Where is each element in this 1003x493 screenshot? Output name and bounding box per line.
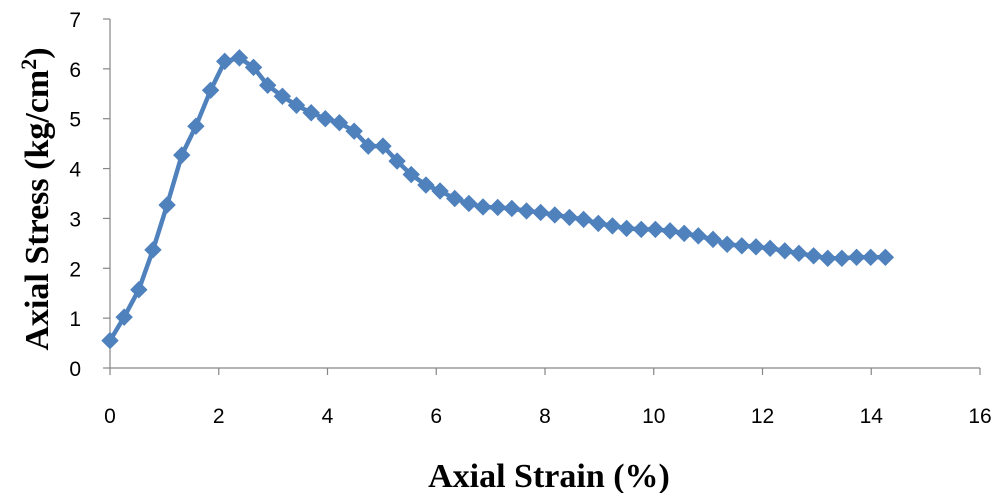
y-tick-label: 2 — [69, 258, 81, 281]
data-point — [718, 235, 736, 254]
data-point — [560, 208, 579, 227]
data-point — [704, 230, 722, 249]
data-point — [819, 249, 837, 268]
data-point — [460, 194, 478, 213]
data-point — [359, 137, 377, 155]
data-point — [689, 227, 708, 245]
y-tick-label: 4 — [69, 159, 81, 182]
data-point — [101, 331, 119, 350]
x-tick-label: 8 — [539, 405, 551, 428]
data-point — [747, 238, 765, 256]
data-point — [316, 110, 335, 128]
series-group — [101, 49, 895, 350]
x-tick-label: 2 — [213, 405, 225, 428]
data-point — [345, 122, 363, 140]
data-point — [531, 203, 550, 222]
data-point — [847, 248, 866, 267]
y-tick-label: 1 — [69, 308, 81, 331]
y-tick-label: 3 — [69, 208, 81, 231]
data-point — [417, 176, 435, 194]
data-point — [402, 165, 420, 184]
y-tick-label: 5 — [69, 109, 81, 132]
data-point — [374, 137, 392, 155]
data-point — [273, 87, 292, 105]
data-point — [244, 58, 263, 77]
data-point — [646, 220, 665, 239]
x-tick-label: 0 — [104, 405, 116, 428]
data-point — [776, 242, 794, 260]
y-tick-labels: 0 1 2 3 4 5 6 7 — [69, 9, 81, 381]
data-point — [144, 241, 162, 259]
data-point — [173, 146, 191, 164]
data-point — [503, 199, 521, 218]
data-point — [216, 52, 234, 71]
data-point — [833, 249, 851, 268]
y-tick-label: 0 — [69, 358, 81, 381]
y-axis-title-end: ) — [19, 47, 56, 58]
data-point — [589, 214, 607, 233]
data-point — [230, 49, 249, 67]
x-tick-label: 12 — [751, 405, 774, 428]
data-point — [446, 189, 464, 208]
data-point — [302, 104, 320, 122]
x-tick-labels: 0 2 4 6 8 10 12 14 16 — [104, 405, 992, 428]
y-axis-title: Axial Stress (kg/cm2) — [16, 47, 57, 350]
data-point — [661, 222, 679, 240]
data-point — [258, 76, 277, 95]
axes — [103, 18, 981, 375]
data-point — [330, 113, 349, 132]
data-point — [861, 248, 880, 267]
data-point — [804, 247, 823, 265]
data-point — [158, 196, 176, 214]
data-point — [187, 117, 205, 135]
x-axis-title: Axial Strain (%) — [428, 458, 670, 493]
x-tick-label: 10 — [642, 405, 665, 428]
data-point — [488, 198, 507, 217]
data-point — [574, 210, 593, 229]
data-point — [733, 237, 751, 255]
data-point — [287, 96, 306, 114]
data-point — [431, 182, 449, 200]
x-tick-label: 14 — [860, 405, 884, 428]
x-tick-label: 6 — [430, 405, 442, 428]
data-point — [603, 217, 622, 235]
data-point — [115, 308, 133, 326]
y-tick-label: 6 — [69, 59, 81, 82]
data-point — [388, 152, 406, 170]
x-tick-label: 4 — [322, 405, 334, 428]
data-point — [790, 244, 808, 263]
data-point — [761, 239, 779, 258]
data-point — [632, 220, 650, 239]
data-point — [876, 248, 895, 267]
x-tick-label: 16 — [968, 405, 991, 428]
data-point — [675, 224, 693, 243]
data-point — [474, 198, 492, 216]
data-point — [201, 81, 220, 100]
data-point — [130, 281, 148, 299]
y-axis-title-superscript: 2 — [16, 59, 41, 70]
y-tick-label: 7 — [69, 9, 81, 32]
data-point — [546, 206, 564, 224]
data-point — [517, 202, 536, 220]
y-axis-title-main: Axial Stress (kg/cm — [19, 70, 56, 351]
data-point — [617, 219, 636, 238]
